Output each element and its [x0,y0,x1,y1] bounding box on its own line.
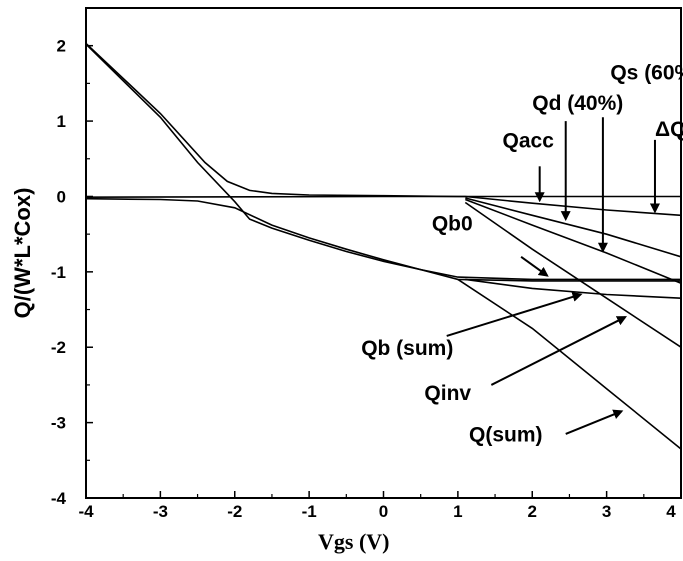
annotation-label: Q(sum) [469,423,543,446]
x-tick-label: 4 [666,502,676,521]
annotation-arrow [490,316,628,386]
x-tick-label: -3 [153,502,168,521]
tick-labels: -4 -3 -2 -1 0 1 2 3 4 -4 -3 -2 -1 0 1 2 [51,37,676,521]
y-tick-label: 1 [57,112,66,131]
axes-box [85,7,682,499]
y-tick-label: -1 [51,263,66,282]
y-tick-label: -2 [51,338,66,357]
annotation-label: Qb0 [432,212,473,235]
annotations: Qs (60%) Qd (40%) ΔQb Qacc Qb0 Qb (sum) Qinv Q(… [361,62,683,447]
series-qd-40 [465,197,682,258]
plot-frame [85,7,682,499]
series-q-sum-upper [85,42,681,198]
annotation-label: ΔQb [655,118,683,141]
series-qinv [464,201,682,348]
annotation-label: Qd (40%) [532,92,623,115]
y-tick-label: 2 [57,37,66,56]
series-qacc [85,197,681,282]
annotation-arrow [446,292,583,337]
y-axis-label: Q/(W*L*Cox) [10,188,35,319]
y-tick-label: -4 [51,489,67,508]
y-tick-label: -3 [51,414,66,433]
x-tick-label: -4 [78,502,94,521]
series-qb-sum [465,278,682,299]
annotation-label: Qb (sum) [361,337,453,360]
annotation-label: Qs (60%) [610,62,683,85]
y-tick-label: 0 [57,187,66,206]
annotation-label: Qinv [424,382,471,405]
annotation-arrow [565,409,624,435]
series-qs-60 [465,198,682,284]
x-tick-label: 3 [602,502,611,521]
annotation-label: Qacc [503,129,555,152]
x-axis-label: Vgs (V) [318,529,390,554]
x-tick-label: -2 [227,502,242,521]
x-tick-label: 2 [528,502,537,521]
series-q-sum [457,278,682,450]
series-delta-qb [85,195,682,217]
annotation-arrow [520,255,549,277]
x-tick-label: 1 [453,502,462,521]
x-tick-label: 0 [379,502,388,521]
series-qb0 [85,43,681,281]
x-tick-label: -1 [302,502,317,521]
